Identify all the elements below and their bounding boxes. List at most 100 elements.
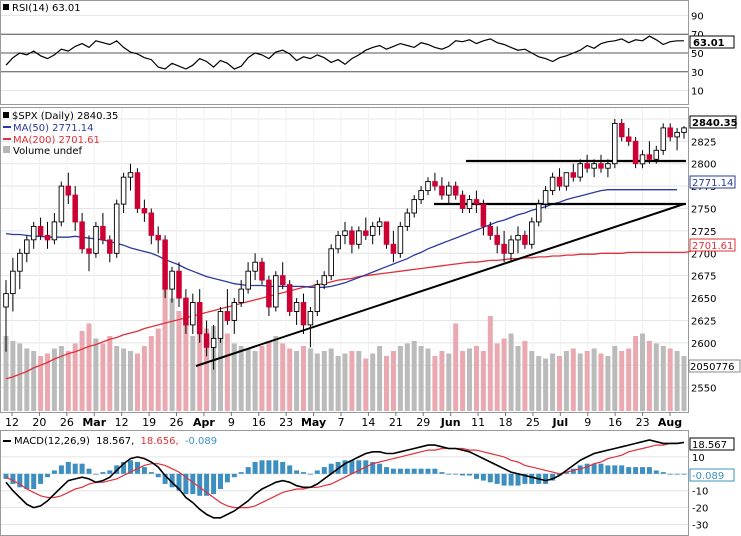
candle-body	[51, 221, 58, 241]
candlestick	[681, 126, 687, 139]
candlestick	[584, 154, 590, 173]
candle-body	[612, 122, 618, 165]
price-tick-label: 2825	[691, 137, 716, 148]
volume-bar	[135, 353, 140, 411]
macd-histogram-bar	[418, 468, 424, 474]
x-tick-label: 18	[499, 416, 513, 429]
volume-bar	[155, 328, 161, 411]
candle-body	[390, 243, 397, 254]
x-tick-label: Jul	[551, 416, 568, 429]
price-tick-label: 2800	[691, 160, 716, 171]
volume-bar	[58, 346, 64, 411]
ma50-value-label: 2771.14	[692, 178, 733, 189]
candlestick	[446, 181, 452, 204]
candlestick	[120, 172, 127, 213]
macd-histogram-bar	[162, 473, 168, 484]
candle-body	[280, 275, 286, 286]
macd-histogram-bar	[397, 468, 403, 474]
candle-body	[155, 234, 161, 241]
candle-body	[653, 149, 660, 160]
candlestick	[397, 221, 404, 258]
macd-histogram-bar	[218, 473, 223, 489]
candlestick	[273, 271, 279, 312]
candlestick-layer	[3, 119, 687, 370]
candlestick	[113, 199, 120, 258]
candle-body	[259, 261, 265, 281]
volume-bar	[425, 348, 431, 411]
volume-bar	[148, 336, 154, 411]
volume-bar	[397, 346, 403, 411]
volume-bar	[460, 351, 466, 411]
price-tick-label: 2650	[691, 294, 716, 305]
x-tick-label: 9	[228, 416, 235, 429]
volume-bar	[218, 338, 223, 411]
candle-body	[328, 248, 334, 277]
volume-bar	[335, 356, 341, 411]
candle-body	[252, 261, 258, 272]
volume-bar	[404, 343, 410, 411]
macd-histogram-bar	[17, 473, 23, 488]
volume-bar	[231, 343, 237, 411]
volume-bar	[72, 343, 78, 411]
candlestick	[293, 298, 300, 325]
candlestick	[473, 190, 480, 213]
candle-body	[446, 185, 452, 196]
x-tick-label: 23	[636, 416, 650, 429]
candlestick	[37, 217, 44, 240]
macd-histogram-bar	[273, 460, 279, 474]
macd-histogram-bar	[577, 465, 583, 474]
candle-body	[411, 199, 417, 214]
x-tick-label: Jun	[440, 416, 461, 429]
candle-body	[300, 302, 307, 326]
candlestick	[286, 280, 293, 316]
volume-bar	[259, 346, 265, 411]
macd-histogram-bar	[24, 473, 30, 489]
candlestick	[411, 195, 417, 218]
candle-body	[452, 185, 459, 196]
macd-histogram-bar	[439, 472, 445, 474]
macd-histogram-bar	[384, 467, 389, 474]
volume-bar	[121, 348, 127, 411]
volume-bar	[667, 348, 673, 411]
candlestick	[148, 208, 155, 245]
volume-bar	[563, 351, 569, 411]
candle-body	[646, 154, 653, 160]
candlestick	[134, 168, 141, 213]
volume-bar	[439, 351, 445, 411]
price-tick-label: 2600	[691, 339, 716, 350]
candle-body	[86, 248, 92, 254]
volume-bar	[501, 338, 507, 411]
macd-histogram-bar	[224, 473, 230, 483]
candle-body	[549, 176, 556, 192]
macd-histogram-bar	[570, 468, 576, 474]
macd-histogram-bar	[646, 467, 652, 474]
x-tick-label: 21	[389, 416, 403, 429]
volume-bar	[3, 336, 9, 411]
candlestick	[432, 172, 438, 191]
candle-body	[210, 337, 217, 348]
candlestick	[577, 159, 583, 182]
candle-body	[466, 199, 473, 210]
x-tick-label: 11	[471, 416, 485, 429]
panel-frames	[0, 0, 689, 536]
candle-body	[508, 239, 514, 254]
candlestick	[529, 217, 535, 249]
candle-body	[266, 279, 272, 308]
candlestick	[169, 266, 175, 303]
x-tick-label: 29	[416, 416, 430, 429]
candle-body	[397, 225, 404, 254]
macd-histogram-bar	[287, 465, 293, 474]
candle-body	[169, 270, 175, 290]
candle-body	[231, 302, 238, 321]
candlestick	[79, 213, 85, 254]
candlestick	[466, 195, 473, 213]
macd-tick-label: 10	[692, 453, 705, 464]
candlestick	[141, 199, 148, 222]
ma50-value-box	[689, 175, 736, 189]
rsi-tick-label: 50	[691, 49, 704, 60]
x-tick-label: 12	[5, 416, 19, 429]
candlestick	[93, 221, 99, 258]
volume-bar	[100, 343, 106, 411]
candlestick	[183, 289, 189, 334]
x-tick-label: Aug	[658, 416, 682, 429]
